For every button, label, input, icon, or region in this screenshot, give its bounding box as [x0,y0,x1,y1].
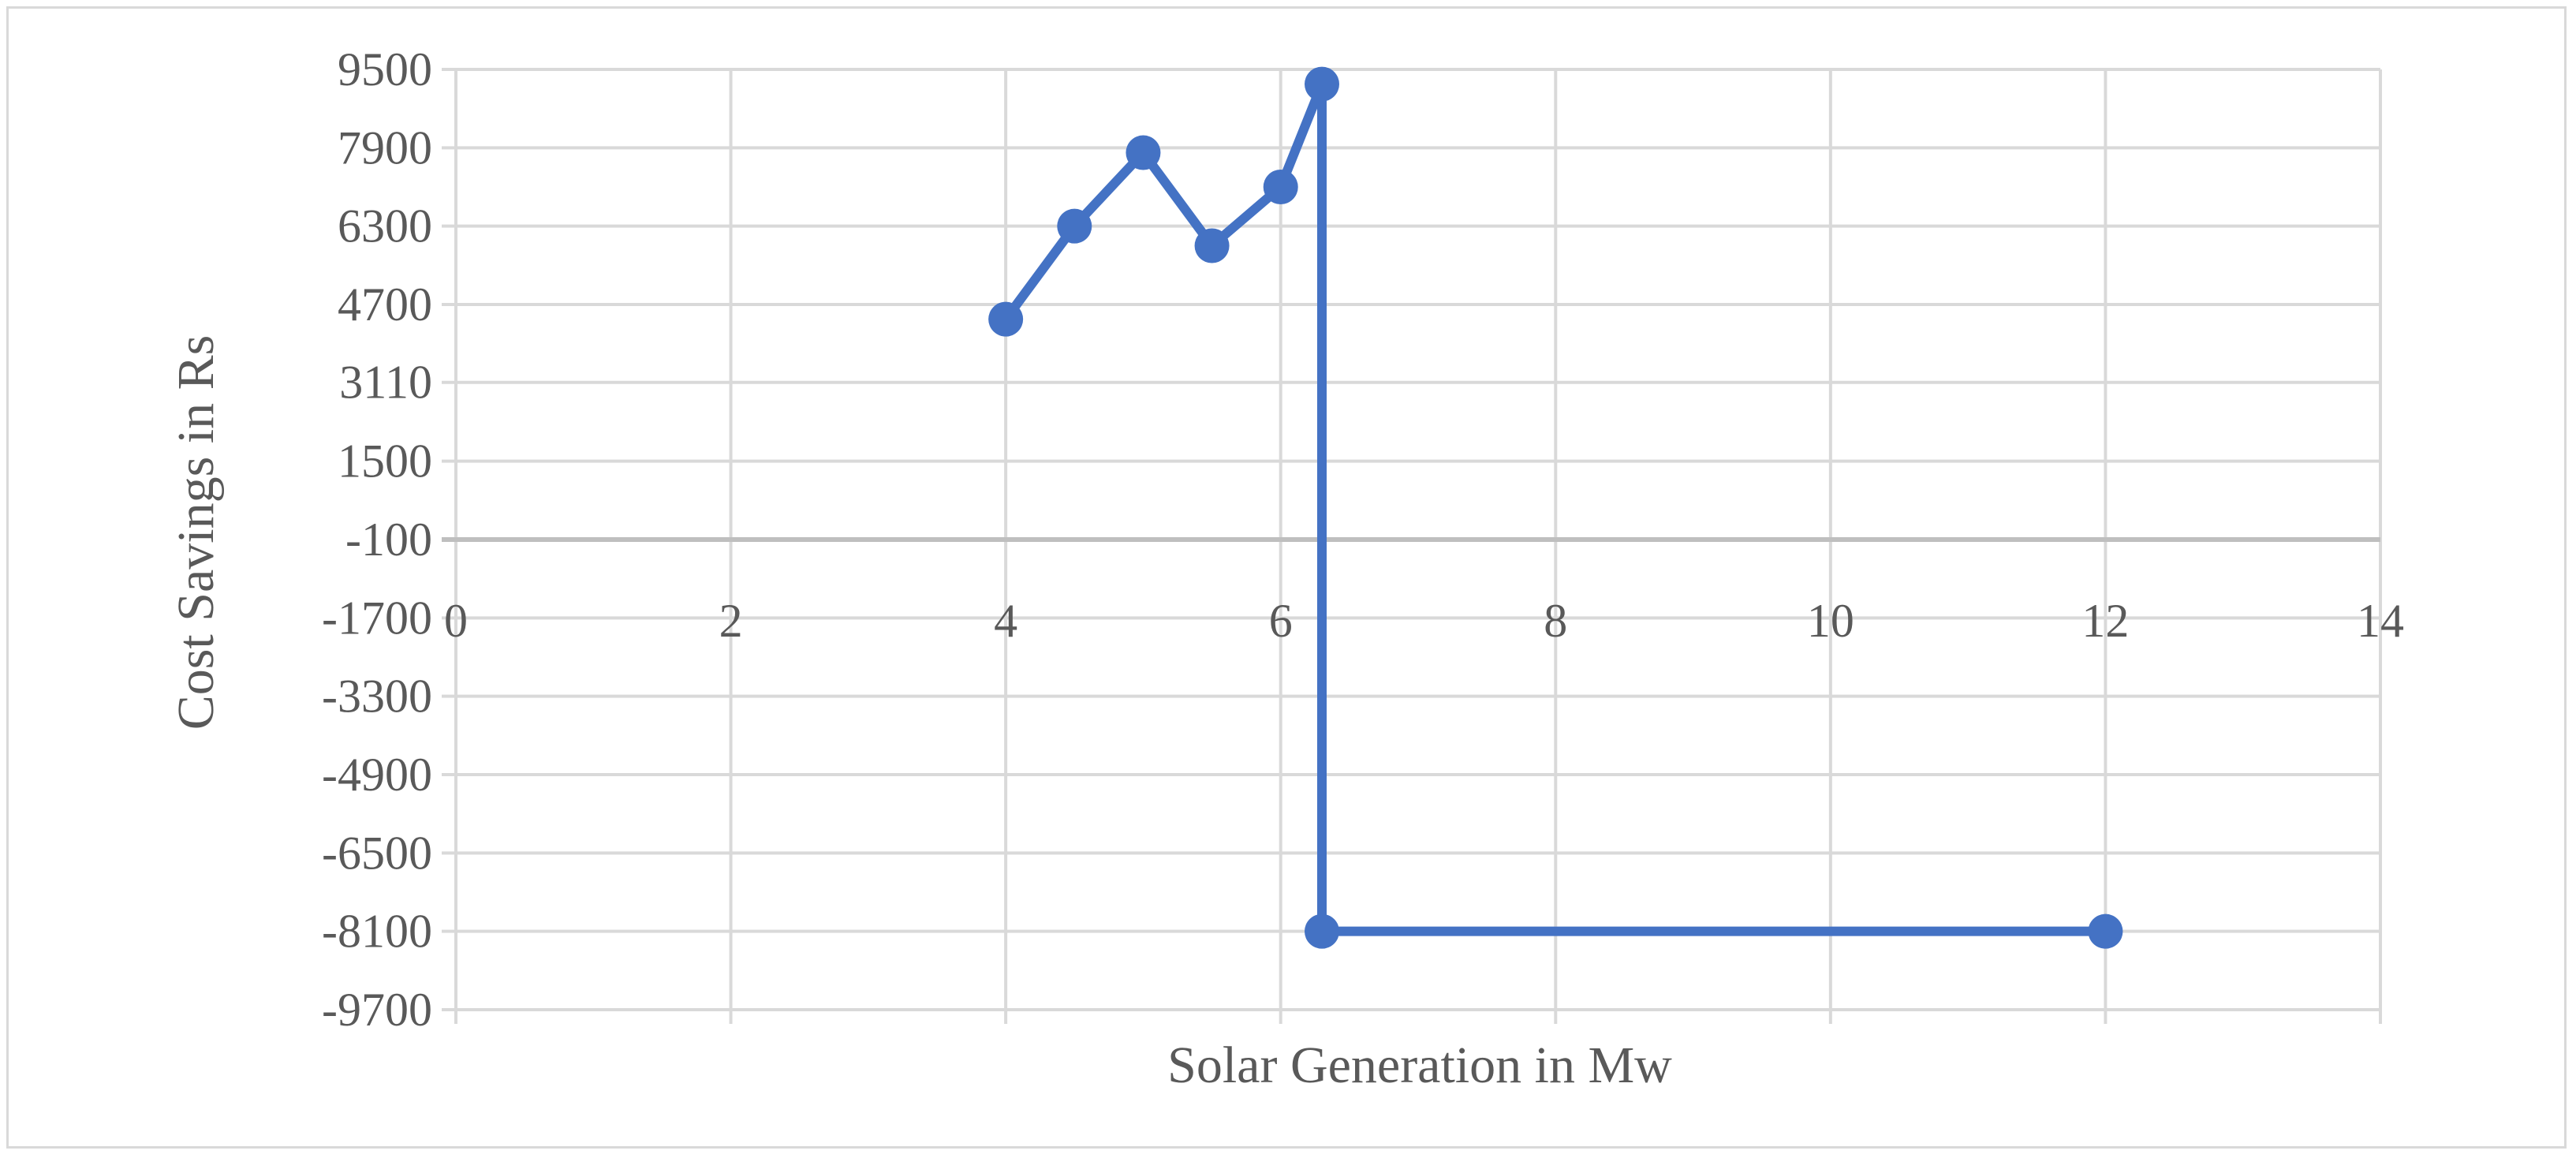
data-point [1305,66,1339,102]
y-tick-label: 7900 [338,121,432,174]
data-point [1057,208,1092,244]
x-tick-label: 4 [994,595,1017,647]
y-tick-label: 9500 [338,43,432,95]
data-point [1263,170,1298,204]
x-tick-label: 14 [2357,595,2404,647]
data-point [988,301,1024,337]
y-axis-title: Cost Savings in Rs [167,335,225,730]
y-tick-label: 6300 [338,200,432,252]
data-point [1126,135,1161,170]
y-tick-label: -9700 [322,984,432,1036]
x-tick-label: 12 [2081,595,2129,647]
data-point [2088,913,2123,949]
x-tick-label: 8 [1544,595,1567,647]
tick-labels: 9500 7900 6300 4700 3110 1500 -100 -1700 -3300 -4… [322,43,2404,1036]
x-tick-label: 10 [1807,595,1854,647]
gridlines [442,68,2382,1024]
y-tick-label: -100 [345,514,432,566]
y-tick-label: -4900 [322,749,432,801]
data-point [1194,228,1230,263]
data-point [1305,913,1339,949]
y-tick-label: -8100 [322,906,432,958]
x-tick-label: 6 [1269,595,1293,647]
y-tick-label: -6500 [322,827,432,879]
x-tick-label: 2 [719,595,743,647]
series-layer [988,66,2123,949]
x-tick-label: 0 [444,595,468,647]
y-tick-label: -3300 [322,671,432,723]
y-tick-label: 1500 [338,435,432,487]
x-axis-title: Solar Generation in Mw [1167,1037,1672,1094]
y-tick-label: 3110 [339,357,432,409]
y-tick-label: -1700 [322,592,432,644]
y-tick-label: 4700 [338,278,432,331]
